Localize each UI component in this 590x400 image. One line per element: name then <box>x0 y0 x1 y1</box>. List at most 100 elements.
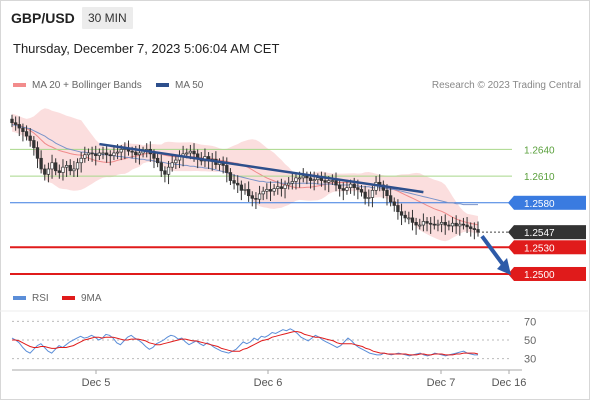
candle <box>170 162 174 168</box>
candle <box>105 152 109 156</box>
candle <box>28 135 32 141</box>
candle <box>447 224 451 227</box>
candle <box>323 180 327 183</box>
level-label-3: 1.2547 <box>524 228 555 239</box>
candle <box>297 177 302 180</box>
candle <box>458 223 462 227</box>
candle <box>159 162 163 172</box>
candle <box>425 221 429 224</box>
candle <box>68 165 72 172</box>
copyright-note: Research © 2023 Trading Central <box>431 80 581 91</box>
candle <box>407 217 411 220</box>
candle <box>79 157 83 164</box>
candle <box>228 172 233 181</box>
level-tag-5 <box>514 266 586 281</box>
candle <box>348 183 353 189</box>
candle <box>50 162 54 170</box>
timeframe-badge[interactable]: 30 MIN <box>82 7 133 29</box>
legend-ma20-label: MA 20 + Bollinger Bands <box>32 80 142 91</box>
candle <box>166 166 171 175</box>
candle <box>254 197 258 200</box>
candle <box>232 180 236 184</box>
level-tag-2 <box>514 195 586 210</box>
candle <box>61 166 65 173</box>
candle <box>101 152 105 155</box>
candle <box>243 189 247 191</box>
candle <box>439 222 444 225</box>
legend-ma20: MA 20 + Bollinger Bands <box>13 80 142 91</box>
candle <box>429 222 433 225</box>
legend-rsi: RSI <box>13 293 49 304</box>
forecast-arrow-head-icon <box>497 257 511 275</box>
candle <box>352 183 356 189</box>
candle <box>334 180 338 186</box>
candle <box>188 150 193 154</box>
ma50-swatch-icon <box>156 83 169 88</box>
candle <box>246 189 251 197</box>
candle <box>35 147 40 159</box>
candle <box>338 184 342 189</box>
candle <box>410 217 415 223</box>
candle <box>57 170 61 173</box>
candle <box>24 131 29 137</box>
candle <box>305 175 309 179</box>
candle <box>250 195 254 199</box>
candle <box>163 170 167 175</box>
currency-pair-title: GBP/USD <box>11 10 75 26</box>
candle <box>385 189 389 197</box>
candle <box>392 201 396 206</box>
candle <box>225 165 229 173</box>
level-label-0: 1.2640 <box>524 145 555 156</box>
candle <box>152 153 156 159</box>
level-label-5: 1.2500 <box>524 270 555 281</box>
candle <box>43 168 47 175</box>
rsi-ma-swatch-icon <box>62 296 75 301</box>
legend-ma50: MA 50 <box>156 80 203 91</box>
level-label-1: 1.2610 <box>524 172 555 183</box>
candle <box>418 224 422 227</box>
legend-rsi-ma-label: 9MA <box>81 293 102 304</box>
candle <box>414 222 418 226</box>
candle <box>312 179 316 182</box>
legend-rsi-label: RSI <box>32 293 49 304</box>
level-tag-arrow-3 <box>508 225 514 240</box>
candle <box>399 211 404 216</box>
candle <box>396 205 400 213</box>
legend-ma50-label: MA 50 <box>175 80 204 91</box>
candle <box>112 152 116 156</box>
candle <box>32 140 36 148</box>
candle <box>134 151 138 156</box>
candle <box>137 152 142 156</box>
level-tag-4 <box>514 240 586 255</box>
candle <box>185 152 189 155</box>
candle <box>83 154 87 159</box>
candle <box>272 188 276 192</box>
candle <box>276 186 280 189</box>
forecast-arrow-shaft <box>480 234 506 268</box>
candle <box>75 162 80 170</box>
candle <box>359 189 364 193</box>
candle <box>316 177 320 181</box>
legend-rsi-ma: 9MA <box>62 293 102 304</box>
candle <box>115 151 120 154</box>
candle <box>46 168 51 175</box>
candle <box>469 226 473 229</box>
candle <box>327 180 331 183</box>
candle <box>54 162 58 172</box>
candle <box>476 229 480 233</box>
candle <box>454 222 458 227</box>
candle <box>436 223 440 226</box>
candle <box>174 159 178 164</box>
candle <box>261 190 265 195</box>
bollinger-band <box>12 108 478 242</box>
candle <box>130 150 134 153</box>
candle <box>290 181 294 184</box>
rsi-tick-label-0: 70 <box>524 316 536 328</box>
candle <box>97 152 102 156</box>
rsi-swatch-icon <box>13 296 26 301</box>
candle <box>403 214 407 219</box>
candle <box>64 165 69 168</box>
candle <box>308 177 313 181</box>
candle <box>461 223 466 226</box>
chart-header: GBP/USD 30 MIN <box>0 0 588 36</box>
